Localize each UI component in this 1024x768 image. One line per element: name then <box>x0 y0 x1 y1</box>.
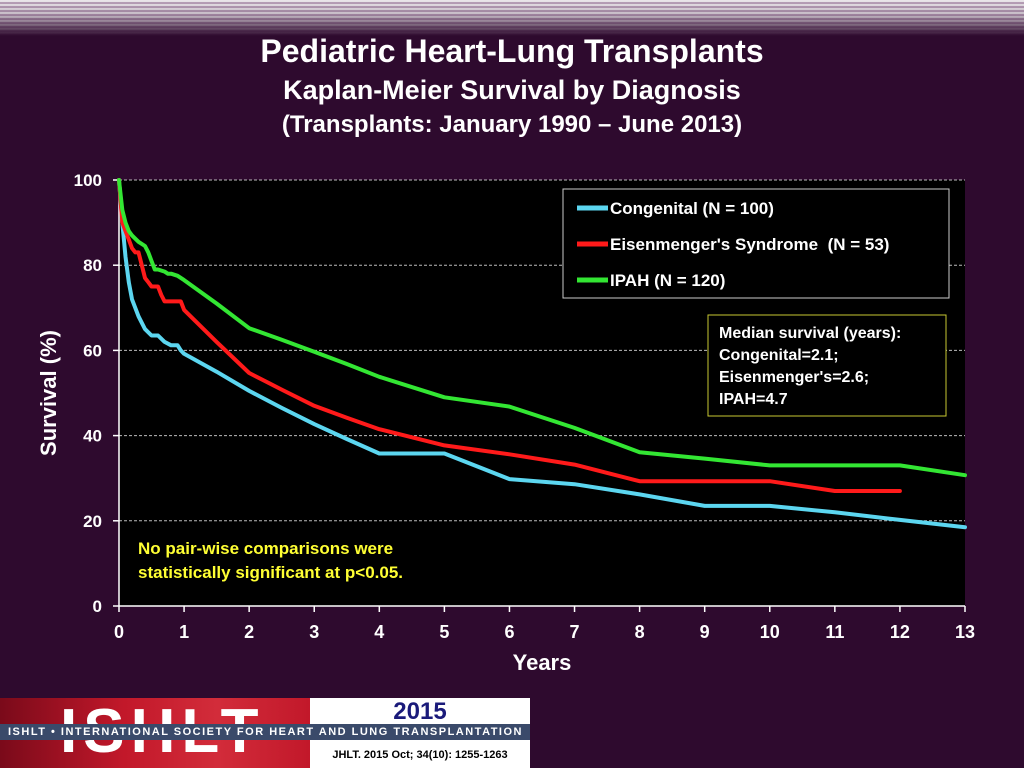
y-axis-ticks: 0 20 40 60 80 100 <box>74 171 119 616</box>
legend-label-ipah: IPAH (N = 120) <box>610 271 725 290</box>
legend: Congenital (N = 100) Eisenmenger's Syndr… <box>562 188 950 299</box>
x-tick-label-10: 10 <box>760 622 780 642</box>
series-line-congenital <box>117 178 967 530</box>
chart-subtitle: Kaplan-Meier Survival by Diagnosis <box>283 75 741 105</box>
x-tick-label-1: 1 <box>179 622 189 642</box>
y-tick-label-40: 40 <box>83 427 102 446</box>
x-tick-label-12: 12 <box>890 622 910 642</box>
x-tick-label-11: 11 <box>825 622 844 642</box>
median-line-congenital: Congenital=2.1; <box>719 347 839 364</box>
x-tick-label-0: 0 <box>114 622 124 642</box>
series-line-eisenmenger <box>117 178 902 493</box>
title-block: Pediatric Heart-Lung Transplants Kaplan-… <box>0 30 1024 142</box>
journal-citation: JHLT. 2015 Oct; 34(10): 1255-1263 <box>332 749 508 761</box>
x-tick-label-7: 7 <box>570 622 580 642</box>
series-lines <box>117 178 967 530</box>
significance-note-line-1: No pair-wise comparisons were <box>138 539 393 558</box>
x-tick-label-13: 13 <box>955 622 975 642</box>
median-line-ipah: IPAH=4.7 <box>719 391 788 408</box>
x-tick-label-6: 6 <box>504 622 514 642</box>
legend-label-congenital: Congenital (N = 100) <box>610 199 774 218</box>
y-tick-label-60: 60 <box>83 341 102 360</box>
report-year: 2015 <box>393 698 447 725</box>
x-axis-ticks: 0 1 2 3 4 5 6 7 8 9 10 11 12 13 <box>114 606 975 642</box>
significance-note-line-2: statistically significant at p<0.05. <box>138 563 403 582</box>
society-name-bar: ISHLT • INTERNATIONAL SOCIETY FOR HEART … <box>0 724 530 740</box>
median-box-border <box>707 314 947 417</box>
significance-note: No pair-wise comparisons were statistica… <box>138 539 403 582</box>
x-tick-label-4: 4 <box>374 622 384 642</box>
x-tick-label-8: 8 <box>635 622 645 642</box>
y-axis-label: Survival (%) <box>36 330 61 456</box>
chart-title: Pediatric Heart-Lung Transplants <box>260 33 764 69</box>
x-tick-label-2: 2 <box>244 622 254 642</box>
median-line-heading: Median survival (years): <box>719 325 901 342</box>
legend-label-eisenmenger: Eisenmenger's Syndrome (N = 53) <box>610 235 889 254</box>
y-tick-label-80: 80 <box>83 256 102 275</box>
y-tick-label-100: 100 <box>74 171 102 190</box>
top-fade-decoration <box>0 0 1024 36</box>
median-survival-box: Median survival (years): Congenital=2.1;… <box>707 314 947 417</box>
y-tick-label-20: 20 <box>83 512 102 531</box>
legend-box <box>562 188 950 299</box>
series-line-ipah <box>117 178 967 478</box>
x-tick-label-5: 5 <box>439 622 449 642</box>
x-tick-label-3: 3 <box>309 622 319 642</box>
y-tick-label-0: 0 <box>93 597 102 616</box>
x-axis-label: Years <box>513 650 572 675</box>
chart-date-range: (Transplants: January 1990 – June 2013) <box>281 111 743 138</box>
footer: ISHLT ISHLT • INTERNATIONAL SOCIETY FOR … <box>0 698 530 768</box>
median-line-eisenmenger: Eisenmenger's=2.6; <box>719 369 869 386</box>
x-tick-label-9: 9 <box>700 622 710 642</box>
